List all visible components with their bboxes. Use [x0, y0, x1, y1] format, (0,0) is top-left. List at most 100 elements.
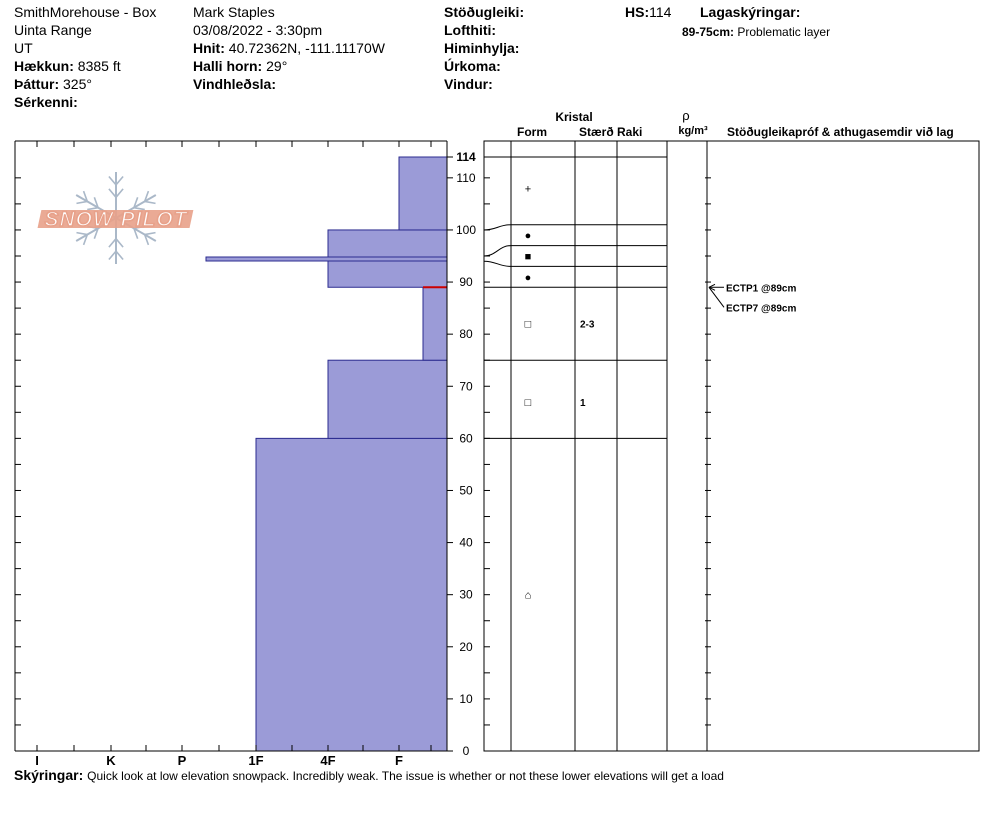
grain-form-symbol: ●: [525, 272, 532, 284]
hardness-bar: [327, 359, 448, 439]
precip-label: Úrkoma:: [444, 58, 501, 74]
legend-range: 89-75cm:: [682, 25, 735, 39]
elevation-label: Hækkun:: [14, 58, 74, 74]
height-tick-label: 90: [459, 275, 473, 289]
layer-connector: [483, 260, 512, 267]
flake-branch: [108, 188, 117, 198]
flake-branch: [76, 200, 88, 205]
flake-branch: [87, 206, 99, 211]
height-tick-label: 20: [459, 640, 473, 654]
height-tick-label: 40: [459, 536, 473, 550]
elevation: Hækkun: 8385 ft: [14, 58, 121, 74]
slope-value: 29°: [266, 58, 288, 74]
size-header: Stærð: [579, 125, 614, 139]
slope-label: Halli horn:: [193, 58, 263, 74]
elevation-value: 8385 ft: [77, 58, 121, 74]
density-header: kg/m³: [678, 125, 708, 137]
air-temp-label: Lofthiti:: [444, 22, 497, 38]
layer-connector: [483, 245, 512, 257]
moisture-header: Raki: [617, 125, 642, 139]
height-tick-label: 80: [459, 327, 473, 341]
column-headers: Kristal Form Stærð Raki ρ kg/m³ Stöðugleikapró…: [517, 108, 954, 139]
features-label: Sérkenni:: [14, 94, 78, 110]
notes-text: Quick look at low elevation snowpack. In…: [87, 769, 724, 783]
flake-branch: [143, 234, 150, 246]
hardness-bar: [422, 286, 448, 361]
sky-label: Himinhylja:: [444, 40, 520, 56]
coords-value: 40.72362N, -111.11170W: [228, 40, 385, 56]
location-name: SmithMorehouse - Box: [14, 4, 157, 20]
height-tick-label: 30: [459, 588, 473, 602]
coords-label: Hnit:: [193, 40, 225, 56]
flake-branch: [82, 234, 89, 246]
datetime: 03/08/2022 - 3:30pm: [193, 22, 323, 38]
hardness-tick-label: I: [35, 753, 39, 768]
grain-forms: + ● ■ ● □ 2-3 □ 1 ⌂: [525, 183, 595, 601]
flake-branch: [115, 238, 124, 248]
flake-branch: [108, 238, 117, 248]
profile-grid: [483, 140, 980, 752]
aspect-label: Þáttur:: [14, 76, 60, 92]
aspect: Þáttur: 325°: [14, 76, 92, 92]
flake-branch: [108, 175, 117, 186]
grain-form-symbol: □: [525, 319, 532, 331]
flake-branch: [144, 231, 156, 236]
height-tick-label: 10: [459, 692, 473, 706]
height-tick-label: 60: [459, 431, 473, 445]
hardness-bar: [398, 156, 448, 231]
legend-entry: 89-75cm: Problematic layer: [682, 24, 830, 40]
stability-tests: ECTP1 @89cm ECTP7 @89cm: [708, 283, 796, 314]
flake-branch: [115, 250, 124, 261]
flake-branch: [108, 250, 117, 261]
hs-label: HS:: [625, 4, 650, 20]
grain-size-label: 1: [580, 398, 586, 409]
grain-form-symbol: □: [525, 397, 532, 409]
hardness-layers: [205, 156, 448, 752]
stability-test-leader: [708, 286, 725, 308]
height-tick-label: 50: [459, 483, 473, 497]
stability-test-label: ECTP1 @89cm: [726, 283, 796, 294]
flake-branch: [143, 190, 150, 202]
hs-value: 114: [649, 4, 672, 20]
height-tick-label: 70: [459, 379, 473, 393]
snow-height: HS:114: [625, 4, 671, 20]
crystal-header: Kristal: [555, 110, 592, 124]
flake-branch: [82, 190, 89, 202]
state: UT: [14, 40, 33, 56]
stability-arrow-icon: [708, 283, 716, 291]
layer-connector: [483, 224, 512, 231]
height-axis: 0 10 20 30 40 50 60 70 80 90 100 110 114: [447, 150, 476, 758]
snowflake-icon: [37, 172, 194, 264]
coordinates: Hnit: 40.72362N, -111.11170W: [193, 40, 385, 56]
flake-branch: [115, 175, 124, 186]
hardness-tick-label: K: [106, 753, 116, 768]
wind-loading-label: Vindhleðsla:: [193, 76, 276, 92]
grain-form-symbol: ●: [525, 230, 532, 242]
height-tick-label: 110: [456, 171, 475, 185]
form-header: Form: [517, 125, 547, 139]
grain-form-symbol: ■: [525, 251, 532, 263]
slope-angle: Halli horn: 29°: [193, 58, 287, 74]
flake-branch: [76, 231, 88, 236]
hardness-axes: I K P 1F 4F F: [14, 140, 448, 768]
hardness-tick-label: F: [395, 753, 403, 768]
hardness-bar: [205, 256, 448, 262]
stability-label: Stöðugleiki:: [444, 4, 525, 20]
hardness-tick-label: P: [178, 753, 187, 768]
hardness-tick-label: 1F: [248, 753, 263, 768]
logo-banner: [37, 210, 194, 228]
legend-label: Lagaskýringar:: [700, 4, 801, 20]
observer: Mark Staples: [193, 4, 275, 20]
flake-branch: [93, 228, 99, 239]
aspect-value: 325°: [63, 76, 92, 92]
flake-branch: [133, 228, 139, 239]
logo-text: SNOW PILOT: [45, 208, 189, 231]
notes-label: Skýringar:: [14, 767, 84, 783]
grain-form-symbol: +: [525, 183, 531, 195]
stability-test-label: ECTP7 @89cm: [726, 303, 796, 314]
hardness-tick-label: 4F: [320, 753, 335, 768]
flake-branch: [133, 206, 145, 211]
notes: Skýringar: Quick look at low elevation s…: [14, 767, 724, 784]
height-tick-label: 114: [456, 150, 476, 164]
